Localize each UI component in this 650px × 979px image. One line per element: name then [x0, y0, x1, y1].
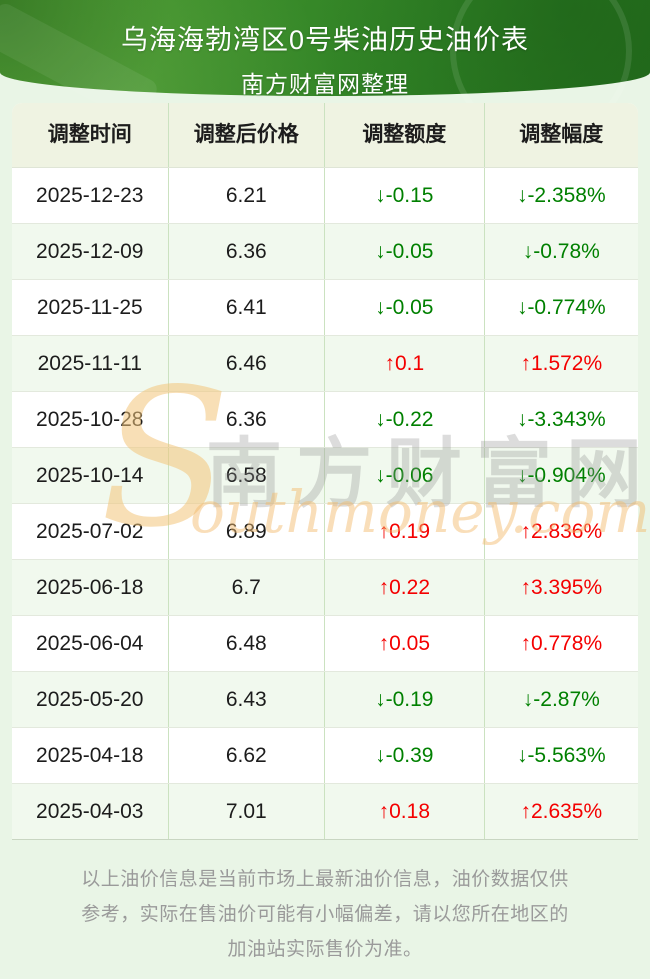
- cell-change: ↑0.1: [325, 336, 485, 391]
- cell-date: 2025-11-25: [12, 280, 169, 335]
- cell-change: ↑0.18: [325, 784, 485, 839]
- cell-price: 6.43: [169, 672, 325, 727]
- cell-percent: ↓-5.563%: [516, 744, 606, 767]
- cell-price: 6.58: [169, 448, 325, 503]
- page-subtitle: 南方财富网整理: [241, 71, 409, 97]
- table-row: 2025-12-09 6.36 ↓-0.05 ↓-0.78%: [12, 224, 638, 280]
- cell-date: 2025-06-18: [12, 560, 169, 615]
- cell-date: 2025-04-18: [12, 728, 169, 783]
- cell-price: 6.21: [169, 168, 325, 223]
- cell-change: ↑0.22: [325, 560, 485, 615]
- table-row: 2025-06-04 6.48 ↑0.05 ↑0.778%: [12, 616, 638, 672]
- table-row: 2025-04-18 6.62 ↓-0.39 ↓-5.563%: [12, 728, 638, 784]
- cell-date: 2025-10-28: [12, 392, 169, 447]
- footer-note: 以上油价信息是当前市场上最新油价信息，油价数据仅供参考，实际在售油价可能有小幅偏…: [81, 869, 569, 961]
- table-row: 2025-11-25 6.41 ↓-0.05 ↓-0.774%: [12, 280, 638, 336]
- table-row: 2025-06-18 6.7 ↑0.22 ↑3.395%: [12, 560, 638, 616]
- table-header-row: 调整时间 调整后价格 调整额度 调整幅度: [12, 103, 638, 168]
- cell-percent: ↑1.572%: [520, 352, 603, 375]
- table-row: 2025-11-11 6.46 ↑0.1 ↑1.572%: [12, 336, 638, 392]
- cell-date: 2025-04-03: [12, 784, 169, 839]
- cell-price: 7.01: [169, 784, 325, 839]
- cell-percent: ↓-2.358%: [516, 184, 606, 207]
- header-cell-change: 调整额度: [325, 103, 485, 167]
- table-row: 2025-04-03 7.01 ↑0.18 ↑2.635%: [12, 784, 638, 839]
- cell-change: ↑0.19: [325, 504, 485, 559]
- header-cell-price: 调整后价格: [169, 103, 325, 167]
- header-banner: 乌海海勃湾区0号柴油历史油价表 南方财富网整理: [0, 0, 650, 142]
- cell-price: 6.62: [169, 728, 325, 783]
- cell-date: 2025-12-23: [12, 168, 169, 223]
- cell-price: 6.46: [169, 336, 325, 391]
- cell-price: 6.36: [169, 392, 325, 447]
- cell-percent: ↓-0.78%: [522, 240, 600, 263]
- cell-percent: ↑2.836%: [520, 520, 603, 543]
- table-row: 2025-12-23 6.21 ↓-0.15 ↓-2.358%: [12, 168, 638, 224]
- cell-change: ↓-0.05: [325, 224, 485, 279]
- table-row: 2025-07-02 6.89 ↑0.19 ↑2.836%: [12, 504, 638, 560]
- header-cell-date: 调整时间: [12, 103, 169, 167]
- cell-change: ↑0.05: [325, 616, 485, 671]
- cell-price: 6.41: [169, 280, 325, 335]
- cell-change: ↓-0.39: [325, 728, 485, 783]
- cell-percent: ↓-2.87%: [522, 688, 600, 711]
- cell-date: 2025-12-09: [12, 224, 169, 279]
- cell-date: 2025-07-02: [12, 504, 169, 559]
- cell-price: 6.7: [169, 560, 325, 615]
- table-row: 2025-05-20 6.43 ↓-0.19 ↓-2.87%: [12, 672, 638, 728]
- table-body: 2025-12-23 6.21 ↓-0.15 ↓-2.358% 2025-12-09 6.…: [12, 168, 638, 839]
- table-row: 2025-10-28 6.36 ↓-0.22 ↓-3.343%: [12, 392, 638, 448]
- cell-percent: ↑0.778%: [520, 632, 603, 655]
- cell-date: 2025-10-14: [12, 448, 169, 503]
- cell-date: 2025-06-04: [12, 616, 169, 671]
- cell-price: 6.48: [169, 616, 325, 671]
- cell-percent: ↑2.635%: [520, 800, 603, 823]
- cell-change: ↓-0.06: [325, 448, 485, 503]
- cell-change: ↓-0.19: [325, 672, 485, 727]
- cell-percent: ↑3.395%: [520, 576, 603, 599]
- cell-change: ↓-0.22: [325, 392, 485, 447]
- cell-price: 6.89: [169, 504, 325, 559]
- cell-percent: ↓-3.343%: [516, 408, 606, 431]
- cell-change: ↓-0.05: [325, 280, 485, 335]
- page-title: 乌海海勃湾区0号柴油历史油价表: [120, 25, 529, 55]
- cell-change: ↓-0.15: [325, 168, 485, 223]
- cell-percent: ↓-0.904%: [516, 464, 606, 487]
- cell-price: 6.36: [169, 224, 325, 279]
- cell-date: 2025-05-20: [12, 672, 169, 727]
- header-cell-percent: 调整幅度: [519, 123, 604, 146]
- cell-date: 2025-11-11: [12, 336, 169, 391]
- cell-percent: ↓-0.774%: [516, 296, 606, 319]
- price-table: 调整时间 调整后价格 调整额度 调整幅度 2025-12-23 6.21 ↓-0.1…: [12, 103, 638, 840]
- table-row: 2025-10-14 6.58 ↓-0.06 ↓-0.904%: [12, 448, 638, 504]
